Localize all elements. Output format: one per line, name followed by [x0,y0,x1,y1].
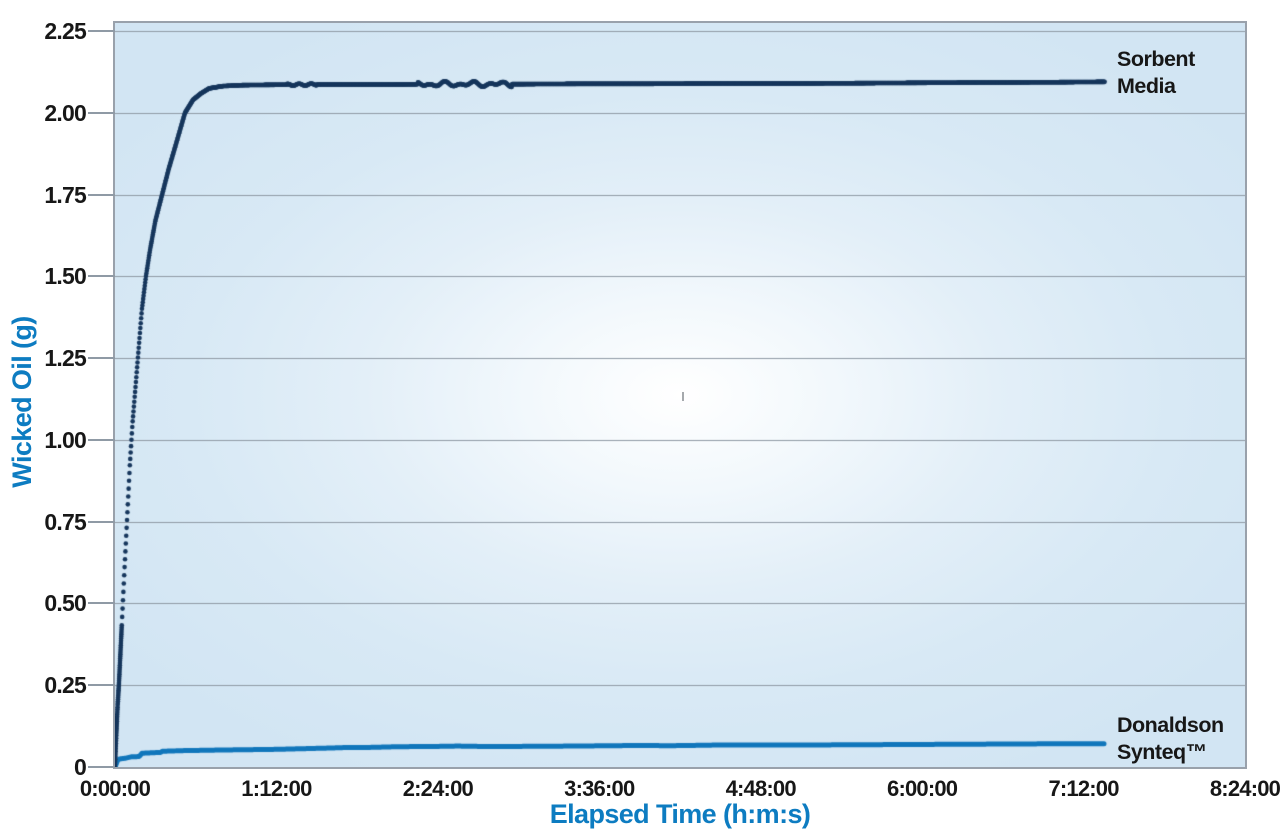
y-tick-mark [88,111,115,114]
y-tick-mark [88,275,115,278]
y-tick-label: 1.25 [44,345,86,372]
y-tick-mark [88,520,115,523]
x-tick-label: 4:48:00 [725,776,797,801]
legend-sorbent-line2: Media [1117,74,1176,98]
legend-sorbent-line1: Sorbent [1117,47,1195,71]
y-tick-label: 1.75 [44,181,86,208]
y-axis-title: Wicked Oil (g) [7,316,37,488]
legend-donaldson-synteq: Donaldson Synteq™ [1117,712,1224,766]
y-tick-label: 1.50 [44,263,86,290]
y-tick-label: 0.75 [44,508,86,535]
y-tick-mark [88,193,115,196]
x-tick-label: 0:00:00 [79,776,151,801]
x-tick-label: 2:24:00 [402,776,474,801]
y-tick-label: 0.50 [44,590,86,617]
x-tick-label: 3:36:00 [564,776,635,801]
center-artifact-mark [682,392,684,401]
legend-synteq-line2: Synteq™ [1117,740,1207,764]
y-tick-label: 0.25 [44,672,86,699]
y-tick-label: 0 [74,754,87,780]
y-tick-label: 2.25 [44,18,86,45]
x-tick-label: 8:24:00 [1209,776,1280,801]
chart-canvas [115,23,1245,767]
y-tick-mark [88,438,115,441]
x-axis-title: Elapsed Time (h:m:s) [549,799,811,829]
x-tick-label: 7:12:00 [1048,776,1119,801]
legend-sorbent-media: Sorbent Media [1117,46,1195,100]
plot-area [113,21,1247,769]
y-tick-label: 2.00 [44,99,86,126]
y-tick-mark [88,30,115,33]
y-tick-label: 1.00 [44,426,86,453]
y-tick-mark [88,684,115,687]
y-tick-mark [88,602,115,605]
y-tick-mark [88,357,115,360]
x-tick-label: 1:12:00 [241,776,312,801]
y-tick-mark [88,766,115,768]
x-tick-label: 6:00:00 [887,776,958,801]
legend-synteq-line1: Donaldson [1117,713,1224,737]
